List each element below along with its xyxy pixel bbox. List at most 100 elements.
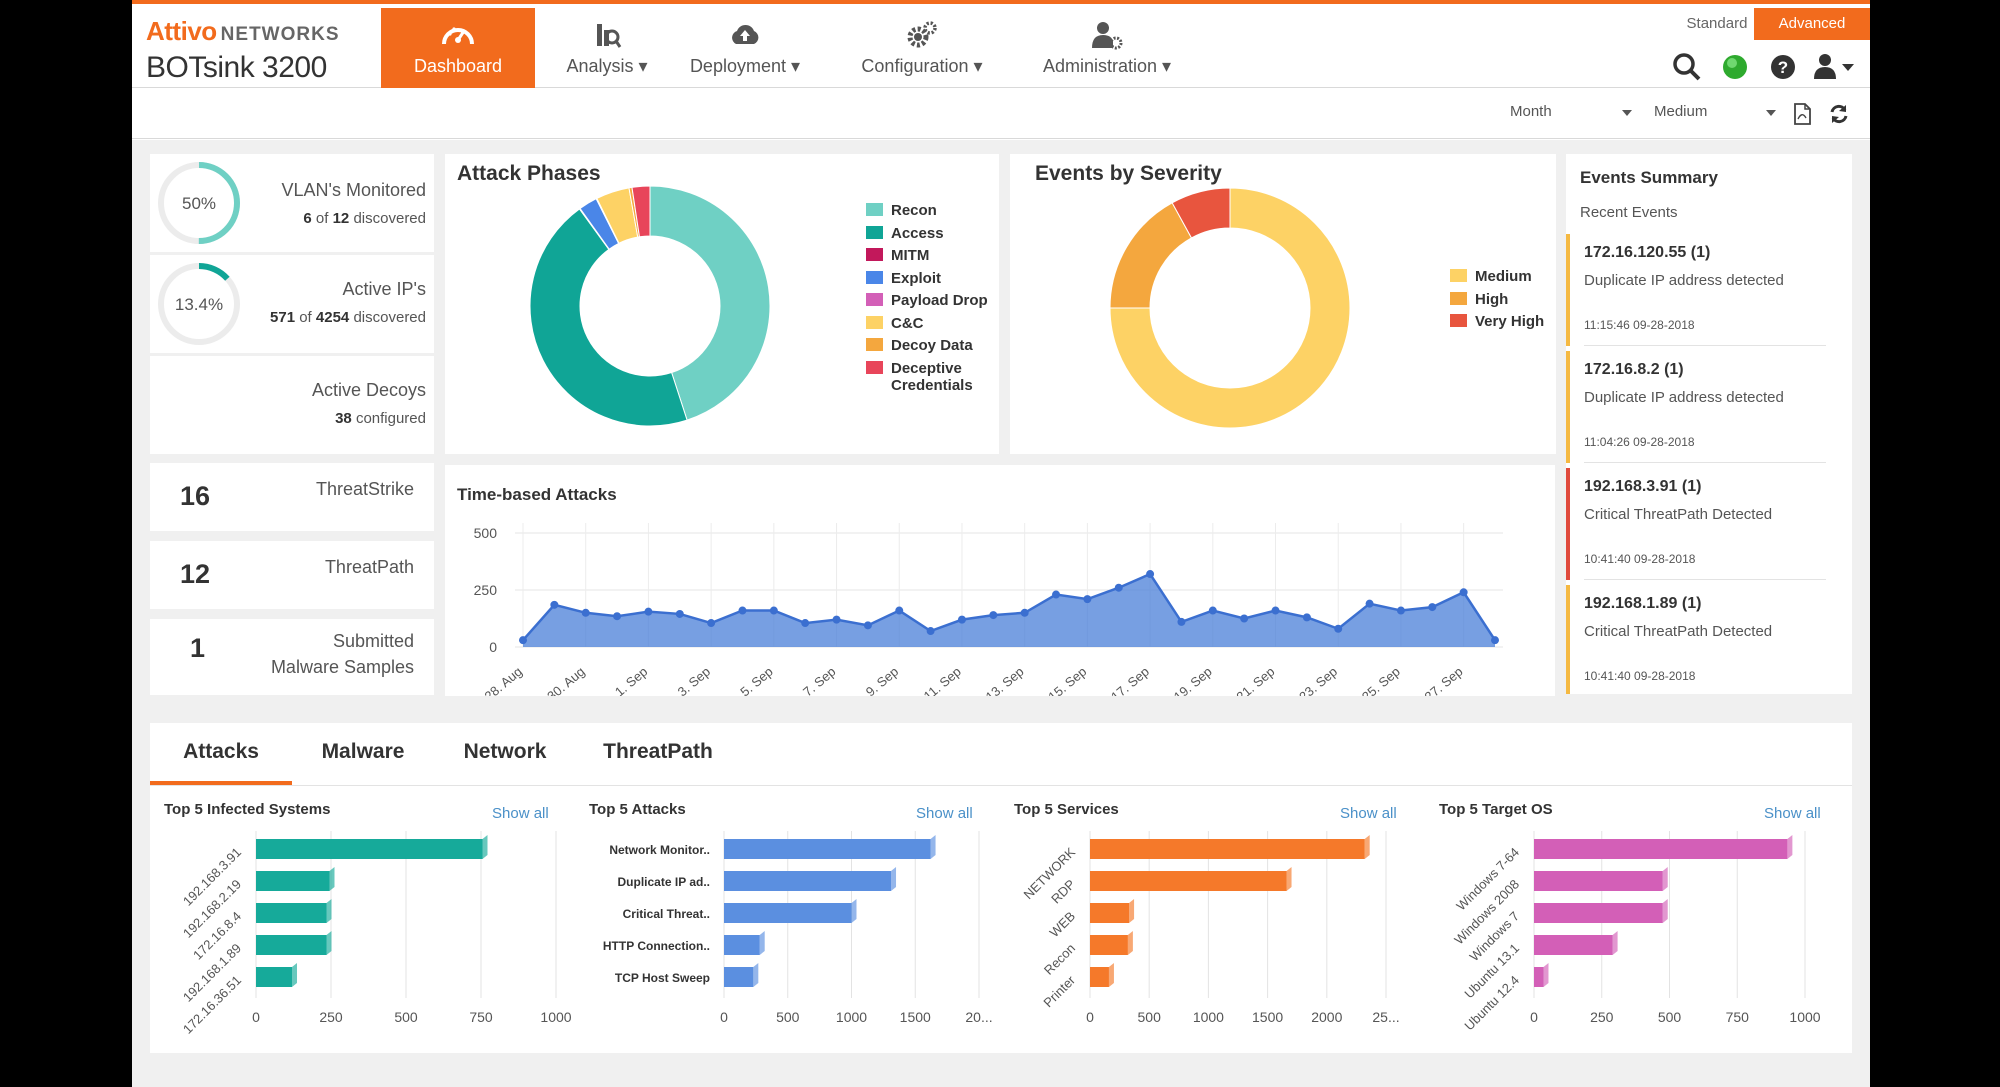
legend-item[interactable]: High	[1450, 291, 1508, 308]
data-point[interactable]	[1271, 606, 1280, 615]
legend-item[interactable]: C&C	[866, 315, 924, 332]
legend-item[interactable]: Exploit	[866, 270, 941, 287]
data-point[interactable]	[926, 627, 935, 636]
data-point[interactable]	[895, 606, 904, 615]
data-point[interactable]	[801, 619, 810, 628]
legend-item[interactable]: Payload Drop	[866, 292, 988, 309]
refresh-icon[interactable]	[1828, 103, 1850, 125]
pdf-export-icon[interactable]	[1792, 103, 1812, 125]
data-point[interactable]	[1428, 603, 1437, 612]
data-point[interactable]	[613, 612, 622, 621]
show-all-infected-link[interactable]: Show all	[492, 805, 549, 822]
data-point[interactable]	[738, 606, 747, 615]
slice-very-high[interactable]	[1171, 188, 1231, 239]
search-icon[interactable]	[1672, 52, 1702, 82]
bar[interactable]	[1534, 899, 1668, 923]
bar[interactable]	[1090, 867, 1292, 891]
tab-malware[interactable]: Malware	[321, 740, 405, 763]
data-point[interactable]	[1052, 590, 1061, 599]
data-point[interactable]	[769, 606, 778, 615]
data-point[interactable]	[1177, 617, 1186, 626]
legend-item[interactable]: Access	[866, 225, 944, 242]
bar[interactable]	[256, 867, 335, 891]
event-item[interactable]: 172.16.120.55 (1) Duplicate IP address de…	[1566, 234, 1836, 346]
show-all-os-link[interactable]: Show all	[1764, 805, 1821, 822]
active-ips-card[interactable]: 13.4% Active IP's 571 of 4254 discovered	[150, 255, 434, 353]
threatpath-card[interactable]: 12 ThreatPath	[150, 541, 434, 609]
data-point[interactable]	[1491, 636, 1499, 645]
bar[interactable]	[1534, 963, 1549, 987]
data-point[interactable]	[1146, 570, 1155, 579]
data-point[interactable]	[581, 608, 590, 617]
nav-configuration[interactable]: Configuration ▾	[832, 8, 1012, 88]
bar[interactable]	[256, 899, 332, 923]
bar[interactable]	[1534, 867, 1668, 891]
bar[interactable]	[724, 867, 897, 891]
mode-standard[interactable]: Standard	[1686, 15, 1748, 32]
bar[interactable]	[1090, 963, 1114, 987]
data-point[interactable]	[1396, 606, 1405, 615]
data-point[interactable]	[863, 621, 872, 630]
bar[interactable]	[256, 835, 488, 859]
data-point[interactable]	[644, 607, 653, 616]
bar[interactable]	[1534, 931, 1618, 955]
bar[interactable]	[724, 963, 759, 987]
data-point[interactable]	[519, 636, 527, 645]
mode-advanced[interactable]: Advanced	[1754, 8, 1870, 40]
event-item[interactable]: 192.168.3.91 (1) Critical ThreatPath Dete…	[1566, 468, 1836, 580]
bar[interactable]	[1090, 899, 1135, 923]
event-item[interactable]: 172.16.8.2 (1) Duplicate IP address detec…	[1566, 351, 1836, 463]
bar[interactable]	[724, 835, 936, 859]
vlans-card[interactable]: 50% VLAN's Monitored 6 of 12 discovered	[150, 154, 434, 252]
bar[interactable]	[724, 931, 765, 955]
tab-attacks[interactable]: Attacks	[150, 723, 292, 785]
legend-item[interactable]: Recon	[866, 202, 937, 219]
nav-deployment[interactable]: Deployment ▾	[670, 8, 820, 88]
data-point[interactable]	[550, 600, 559, 609]
brand-logo[interactable]: Attivo NETWORKS BOTsink 3200	[146, 16, 340, 85]
legend-item[interactable]: MITM	[866, 247, 929, 264]
user-menu-icon[interactable]	[1812, 52, 1856, 82]
active-decoys-card[interactable]: Active Decoys 38 configured	[150, 356, 434, 454]
slice-recon[interactable]	[649, 186, 770, 421]
malware-samples-card[interactable]: 1 Submitted Malware Samples	[150, 619, 434, 695]
legend-item[interactable]: Very High	[1450, 313, 1544, 330]
bar[interactable]	[724, 899, 857, 923]
legend-item[interactable]: Medium	[1450, 268, 1532, 285]
show-all-services-link[interactable]: Show all	[1340, 805, 1397, 822]
legend-item[interactable]: Decoy Data	[866, 337, 973, 354]
bar[interactable]	[1090, 931, 1133, 955]
data-point[interactable]	[1114, 583, 1123, 592]
nav-analysis[interactable]: Analysis ▾	[552, 8, 662, 88]
bar[interactable]	[256, 963, 297, 987]
data-point[interactable]	[1334, 624, 1343, 633]
slice-high[interactable]	[1110, 202, 1193, 309]
nav-administration[interactable]: Administration ▾	[1017, 8, 1197, 88]
bar[interactable]	[256, 931, 332, 955]
threatstrike-card[interactable]: 16 ThreatStrike	[150, 463, 434, 531]
tab-threatpath[interactable]: ThreatPath	[603, 740, 713, 763]
data-point[interactable]	[957, 615, 966, 624]
bar[interactable]	[1534, 835, 1793, 859]
data-point[interactable]	[675, 609, 684, 618]
data-point[interactable]	[707, 619, 716, 628]
data-point[interactable]	[1020, 608, 1029, 617]
data-point[interactable]	[1240, 614, 1249, 623]
data-point[interactable]	[832, 615, 841, 624]
legend-item[interactable]: Deceptive Credentials	[866, 360, 973, 394]
level-dropdown[interactable]: Medium	[1654, 103, 1776, 120]
event-item[interactable]: 192.168.1.89 (1) Critical ThreatPath Dete…	[1566, 585, 1836, 694]
tab-network[interactable]: Network	[463, 740, 547, 763]
slice-access[interactable]	[530, 208, 688, 426]
help-icon[interactable]: ?	[1768, 52, 1798, 82]
data-point[interactable]	[1459, 588, 1468, 597]
bar[interactable]	[1090, 835, 1370, 859]
data-point[interactable]	[1208, 606, 1217, 615]
data-point[interactable]	[989, 611, 998, 620]
period-dropdown[interactable]: Month	[1510, 103, 1632, 120]
slice-medium[interactable]	[1110, 188, 1350, 428]
data-point[interactable]	[1365, 599, 1374, 608]
slice-deceptive-credentials[interactable]	[631, 186, 651, 238]
nav-dashboard[interactable]: Dashboard	[381, 8, 535, 88]
show-all-attacks-link[interactable]: Show all	[916, 805, 973, 822]
